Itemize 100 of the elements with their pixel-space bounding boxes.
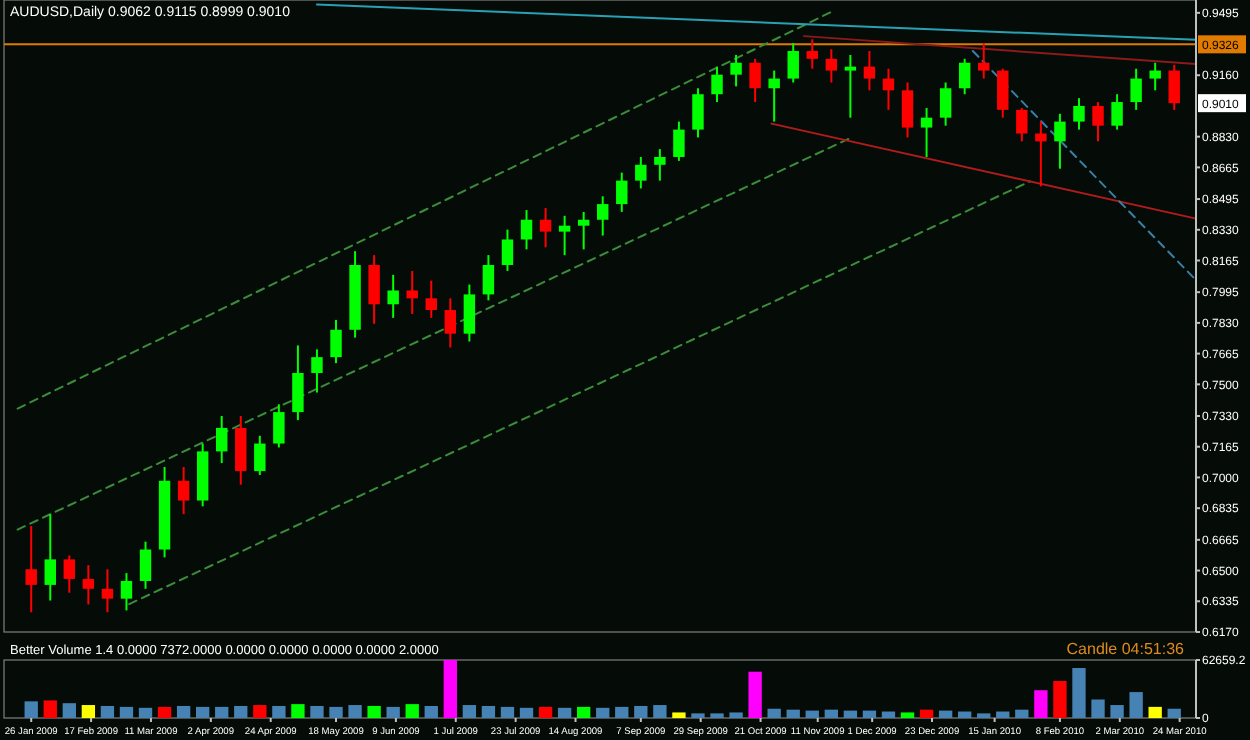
bar bbox=[119, 706, 134, 718]
candlestick bbox=[920, 107, 933, 158]
bar bbox=[862, 710, 877, 718]
bar bbox=[272, 705, 286, 718]
bar bbox=[996, 711, 1010, 718]
bar bbox=[1091, 699, 1105, 718]
candlestick bbox=[1016, 107, 1028, 143]
bar bbox=[938, 710, 953, 718]
candlestick bbox=[997, 67, 1009, 119]
bar bbox=[138, 707, 153, 718]
bar bbox=[43, 700, 57, 718]
bar bbox=[538, 706, 553, 718]
bar bbox=[100, 705, 115, 718]
candlestick bbox=[577, 210, 590, 251]
candlestick bbox=[82, 564, 95, 606]
candlestick bbox=[101, 568, 114, 614]
candlestick bbox=[882, 67, 895, 111]
bar bbox=[1167, 708, 1181, 718]
candlestick bbox=[1130, 67, 1142, 111]
candlestick bbox=[235, 415, 247, 486]
candlestick bbox=[1149, 61, 1161, 92]
candlestick bbox=[216, 415, 228, 465]
bar bbox=[500, 706, 515, 718]
bar bbox=[291, 704, 305, 718]
candlestick bbox=[825, 48, 838, 84]
bar bbox=[900, 712, 915, 718]
bar bbox=[786, 709, 800, 718]
candlestick bbox=[978, 42, 990, 80]
candlestick bbox=[901, 81, 914, 139]
candlestick bbox=[425, 279, 437, 319]
candlestick bbox=[806, 38, 818, 70]
candlestick bbox=[730, 53, 742, 88]
candlestick bbox=[635, 155, 647, 190]
bar bbox=[1110, 705, 1124, 718]
bar bbox=[767, 708, 781, 718]
bar bbox=[958, 711, 972, 718]
bar bbox=[843, 710, 858, 718]
candlestick bbox=[482, 254, 495, 302]
candlestick bbox=[254, 434, 266, 477]
bar bbox=[881, 711, 896, 718]
candlestick bbox=[1092, 101, 1104, 143]
candlestick bbox=[673, 120, 685, 162]
bar bbox=[348, 705, 362, 718]
candlestick bbox=[139, 540, 152, 590]
bar bbox=[672, 712, 686, 718]
candlestick bbox=[616, 171, 628, 213]
candlestick bbox=[311, 348, 323, 394]
candlestick bbox=[44, 513, 56, 602]
bar bbox=[805, 710, 819, 718]
candlestick bbox=[692, 87, 704, 139]
candlestick bbox=[1073, 97, 1085, 131]
candlestick bbox=[787, 42, 799, 84]
bar bbox=[615, 706, 629, 718]
candlestick bbox=[939, 81, 952, 127]
bar bbox=[557, 707, 572, 718]
bar bbox=[1034, 690, 1048, 718]
candlestick bbox=[520, 209, 533, 251]
candlestick bbox=[1168, 63, 1180, 111]
bar bbox=[176, 705, 191, 718]
candlestick bbox=[844, 53, 857, 119]
bar bbox=[310, 705, 324, 718]
bar bbox=[24, 701, 38, 718]
bar bbox=[634, 705, 648, 718]
bar bbox=[519, 707, 534, 718]
bar bbox=[367, 705, 381, 718]
text: Candle 04:51:36 bbox=[1066, 640, 1186, 658]
bar bbox=[234, 705, 248, 718]
candlestick bbox=[406, 269, 418, 315]
bar bbox=[196, 706, 210, 718]
bar bbox=[1129, 692, 1143, 718]
candlestick bbox=[444, 297, 457, 349]
bar bbox=[424, 705, 438, 718]
candlestick bbox=[768, 69, 780, 123]
bar bbox=[405, 704, 419, 718]
candlestick bbox=[558, 214, 571, 257]
candlestick bbox=[1054, 112, 1066, 170]
bar bbox=[577, 706, 591, 718]
bar bbox=[1148, 706, 1162, 718]
candlestick bbox=[501, 228, 514, 272]
bar bbox=[1053, 680, 1067, 718]
bar bbox=[62, 703, 76, 718]
bar bbox=[748, 671, 762, 718]
candlestick bbox=[539, 207, 552, 249]
candlestick bbox=[463, 283, 476, 343]
candlestick bbox=[292, 344, 304, 422]
bar bbox=[919, 709, 934, 718]
candlestick bbox=[368, 254, 380, 325]
bar bbox=[253, 705, 267, 718]
candlestick bbox=[273, 403, 285, 449]
bar bbox=[481, 705, 496, 718]
candlestick bbox=[1035, 120, 1047, 188]
candlestick bbox=[330, 318, 342, 365]
bar bbox=[462, 705, 477, 718]
bar bbox=[653, 705, 667, 718]
candlestick bbox=[711, 65, 723, 104]
candlestick bbox=[597, 195, 609, 237]
bar bbox=[1015, 709, 1029, 718]
bar bbox=[1072, 668, 1086, 718]
candlestick bbox=[25, 525, 37, 614]
candlestick bbox=[63, 554, 76, 594]
